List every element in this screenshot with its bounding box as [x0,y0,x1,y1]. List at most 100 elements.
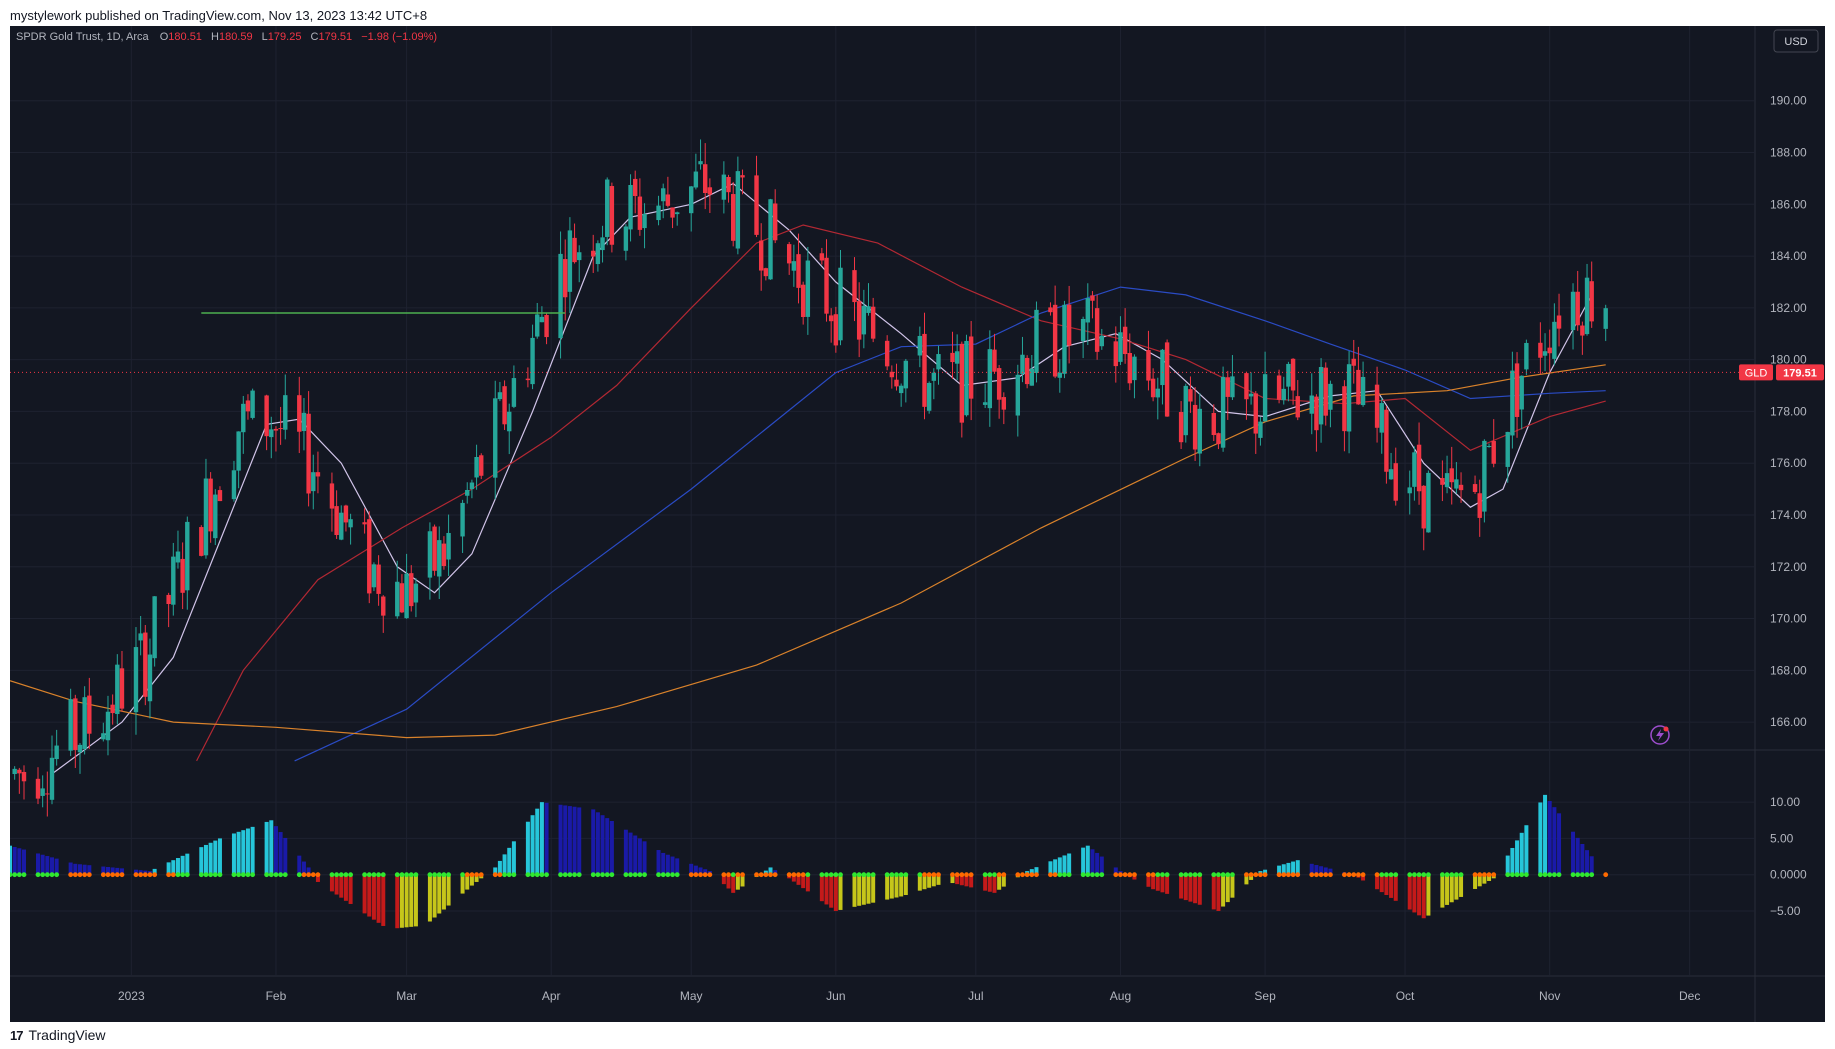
candle[interactable] [278,406,283,445]
candle[interactable] [1024,355,1030,389]
candle[interactable] [903,358,909,403]
currency-button-label[interactable]: USD [1784,36,1807,48]
candle[interactable] [1472,475,1478,494]
candle[interactable] [861,289,867,349]
candle[interactable] [1286,361,1291,402]
candle[interactable] [791,244,797,287]
candle[interactable] [1547,329,1552,372]
candle[interactable] [824,239,829,322]
candle[interactable] [1001,392,1007,425]
candle[interactable] [446,514,451,576]
candle[interactable] [1230,355,1235,400]
candle[interactable] [1183,383,1188,443]
candle[interactable] [502,380,507,430]
candle[interactable] [110,694,115,725]
candle[interactable] [1393,447,1398,506]
candle[interactable] [567,217,573,314]
candle[interactable] [544,312,549,345]
candle[interactable] [231,460,237,502]
candle[interactable] [1575,270,1580,331]
candle[interactable] [758,223,764,291]
candle[interactable] [1295,380,1300,421]
candle[interactable] [1248,372,1254,405]
candle[interactable] [1360,361,1366,407]
candle[interactable] [1351,339,1356,384]
candle[interactable] [1118,316,1123,365]
candle[interactable] [250,388,255,420]
candle[interactable] [675,211,680,226]
candle[interactable] [796,233,801,304]
candle[interactable] [77,743,83,774]
candle[interactable] [1062,300,1067,379]
chart-area[interactable]: 2023 Feb Mar Apr May Jun Jul Aug Sep Oct Nov Dec 166… [10,26,1825,1022]
candle[interactable] [768,198,773,280]
candle[interactable] [1482,439,1487,523]
candle[interactable] [1066,285,1072,364]
candle[interactable] [1379,397,1384,454]
candle[interactable] [1197,393,1202,467]
candle[interactable] [371,562,377,592]
candle[interactable] [180,542,185,610]
candle[interactable] [1178,401,1184,449]
candle[interactable] [166,592,171,628]
candle[interactable] [609,182,615,253]
candle[interactable] [208,472,213,543]
candle[interactable] [698,139,703,170]
candles[interactable] [12,139,1608,817]
candle[interactable] [982,383,988,409]
candle[interactable] [474,444,479,490]
candle[interactable] [628,174,633,242]
candle[interactable] [1160,348,1165,405]
candle[interactable] [558,231,563,359]
candle[interactable] [870,297,876,343]
candle[interactable] [152,596,157,667]
candle[interactable] [670,207,675,229]
candle[interactable] [693,153,699,190]
candle[interactable] [889,365,895,389]
candle[interactable] [45,771,50,817]
candle[interactable] [996,364,1002,419]
candle[interactable] [441,536,447,570]
candle[interactable] [1444,455,1450,494]
candle[interactable] [465,482,470,504]
candle[interactable] [1458,472,1464,503]
candle[interactable] [1150,368,1156,402]
candle[interactable] [306,391,311,507]
candle[interactable] [1584,263,1590,336]
candle[interactable] [1057,359,1062,393]
candle[interactable] [1314,394,1319,452]
currency-button-box[interactable] [1773,29,1819,53]
candle[interactable] [507,403,512,455]
candle[interactable] [362,508,367,534]
candle[interactable] [138,615,143,656]
candle[interactable] [241,395,246,454]
candle[interactable] [591,234,596,273]
candle[interactable] [119,650,125,712]
candle[interactable] [1192,387,1198,461]
candle[interactable] [1552,303,1557,366]
chart-svg[interactable]: 2023 Feb Mar Apr May Jun Jul Aug Sep Oct Nov Dec 166… [10,26,1825,1022]
candle[interactable] [1570,283,1576,350]
candle[interactable] [926,381,932,414]
candle[interactable] [968,321,974,421]
candle[interactable] [1603,304,1608,342]
candle[interactable] [1374,366,1380,443]
candle[interactable] [199,525,204,557]
candle[interactable] [1253,391,1258,454]
candle[interactable] [1122,308,1128,364]
candle[interactable] [689,185,694,232]
candle[interactable] [437,526,442,599]
candle[interactable] [805,246,811,335]
candle[interactable] [703,143,708,210]
candle[interactable] [236,431,241,489]
candle[interactable] [1099,328,1104,350]
candle[interactable] [1486,443,1492,448]
candle[interactable] [633,170,638,214]
candle[interactable] [297,376,302,454]
candle[interactable] [1323,362,1328,426]
candle[interactable] [432,524,437,576]
candle[interactable] [954,334,960,381]
candle[interactable] [17,767,22,794]
candle[interactable] [1216,432,1221,450]
candle[interactable] [931,368,937,400]
